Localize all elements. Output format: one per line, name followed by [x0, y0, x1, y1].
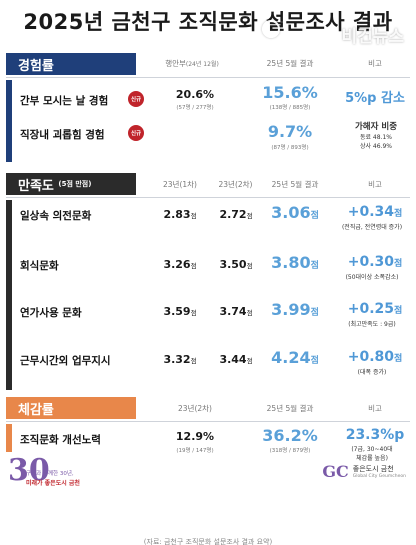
- column-header: 비고: [368, 404, 382, 413]
- column-header: 25년 5월 결과: [266, 59, 314, 68]
- result-value: 3.80점: [271, 253, 319, 272]
- remark-line: 상사 46.9%: [359, 143, 392, 150]
- remark-title: 가해자 비중: [354, 122, 398, 132]
- section-label: 경험률: [6, 53, 136, 75]
- page-title: 2025년 금천구 조직문화 설문조사 결과: [23, 10, 393, 34]
- remark: 5%p 감소: [345, 91, 405, 106]
- section-label: 체감률: [6, 397, 136, 419]
- baseline-sub: (57명 / 277명): [176, 105, 214, 111]
- baseline-value: 20.6%: [175, 88, 215, 101]
- value-2023-2: 3.50점: [219, 258, 253, 271]
- value-2023-1: 3.32점: [163, 353, 197, 366]
- result-sub: (87명 / 893명): [271, 145, 309, 151]
- row-label: 연가사용 문화: [20, 307, 82, 319]
- column-header: 비고: [368, 180, 382, 189]
- delta-value: +0.80점: [347, 349, 403, 365]
- remark-line: 동료 48.1%: [359, 134, 392, 141]
- baseline-sub: (19명 / 147명): [176, 448, 214, 454]
- baseline-value: 12.9%: [175, 430, 215, 443]
- column-header: 23년(1차): [163, 180, 197, 189]
- value-2023-2: 2.72점: [219, 208, 253, 221]
- result-value: 36.2%: [262, 426, 318, 445]
- remark: (전직급, 전연령대 증가): [341, 224, 403, 231]
- column-header: 23년(2차): [218, 180, 253, 189]
- column-header: 25년 5월 결과: [266, 404, 314, 413]
- divider: [6, 197, 410, 198]
- column-header: 비고: [368, 59, 382, 68]
- section-bar: [6, 424, 12, 452]
- geumcheon-logo: GC 좋은도시 금천 Global City Geumcheon: [322, 462, 406, 481]
- watermark: 비건뉴스: [341, 27, 404, 47]
- anniversary-number: 30: [8, 453, 50, 488]
- section-satisfaction-header: 만족도 (5점 만점): [6, 173, 136, 195]
- remark: (7급, 30~40대: [351, 446, 393, 453]
- anniversary-logo: 30 구민과 함께한 30년, 미래가 좋은도시 금천: [8, 453, 80, 488]
- remark: (최고만족도 : 9급): [348, 321, 396, 328]
- result-value: 9.7%: [267, 122, 313, 141]
- delta-value: +0.25점: [347, 301, 403, 317]
- anniversary-text: 구민과 함께한 30년,: [26, 471, 74, 477]
- value-2023-1: 3.26점: [163, 258, 197, 271]
- new-badge: 신규: [128, 91, 144, 107]
- result-sub: (138명 / 885명): [269, 105, 311, 111]
- remark: (대폭 증가): [357, 369, 387, 376]
- column-header: 행안부(24년 12월): [165, 59, 219, 68]
- row-label: 직장내 괴롭힘 경험: [20, 129, 105, 141]
- section-bar: [6, 200, 12, 390]
- value-2023-1: 3.59점: [163, 305, 197, 318]
- gc-mark-icon: GC: [322, 462, 349, 481]
- row-label: 간부 모시는 날 경험: [20, 95, 109, 107]
- delta-value: 23.3%p: [345, 427, 405, 443]
- value-2023-1: 2.83점: [163, 208, 197, 221]
- gc-sub: Global City Geumcheon: [352, 474, 406, 479]
- gc-name: 좋은도시 금천: [352, 465, 394, 473]
- result-value: 4.24점: [271, 348, 319, 367]
- watermark-logo-icon: [262, 20, 280, 38]
- section-bar: [6, 80, 12, 162]
- row-label: 회식문화: [20, 260, 59, 272]
- delta-value: +0.34점: [347, 204, 403, 220]
- anniversary-slogan: 미래가 좋은도시 금천: [26, 480, 80, 487]
- section-label: 만족도 (5점 만점): [6, 173, 136, 195]
- section-experience-header: 경험률: [6, 53, 136, 75]
- result-value: 3.06점: [271, 203, 319, 222]
- new-badge: 신규: [128, 125, 144, 141]
- row-label: 조직문화 개선노력: [20, 434, 101, 446]
- section-perception-header: 체감률: [6, 397, 136, 419]
- remark: 체감률 높음): [356, 455, 388, 462]
- result-sub: (318명 / 879명): [269, 448, 311, 454]
- column-header: 23년(2차): [178, 404, 212, 413]
- row-label: 일상속 의전문화: [20, 210, 92, 222]
- result-value: 15.6%: [262, 83, 318, 102]
- result-value: 3.99점: [271, 300, 319, 319]
- column-header: 25년 5월 결과: [271, 180, 319, 189]
- divider: [6, 421, 410, 422]
- remark: (50대이상 소폭감소): [345, 274, 399, 281]
- delta-value: +0.30점: [347, 254, 403, 270]
- value-2023-2: 3.74점: [219, 305, 253, 318]
- source-caption: (자료: 금천구 조직문화 설문조사 결과 요약): [143, 538, 273, 545]
- divider: [6, 77, 410, 78]
- value-2023-2: 3.44점: [219, 353, 253, 366]
- row-label: 근무시간외 업무지시: [20, 355, 111, 367]
